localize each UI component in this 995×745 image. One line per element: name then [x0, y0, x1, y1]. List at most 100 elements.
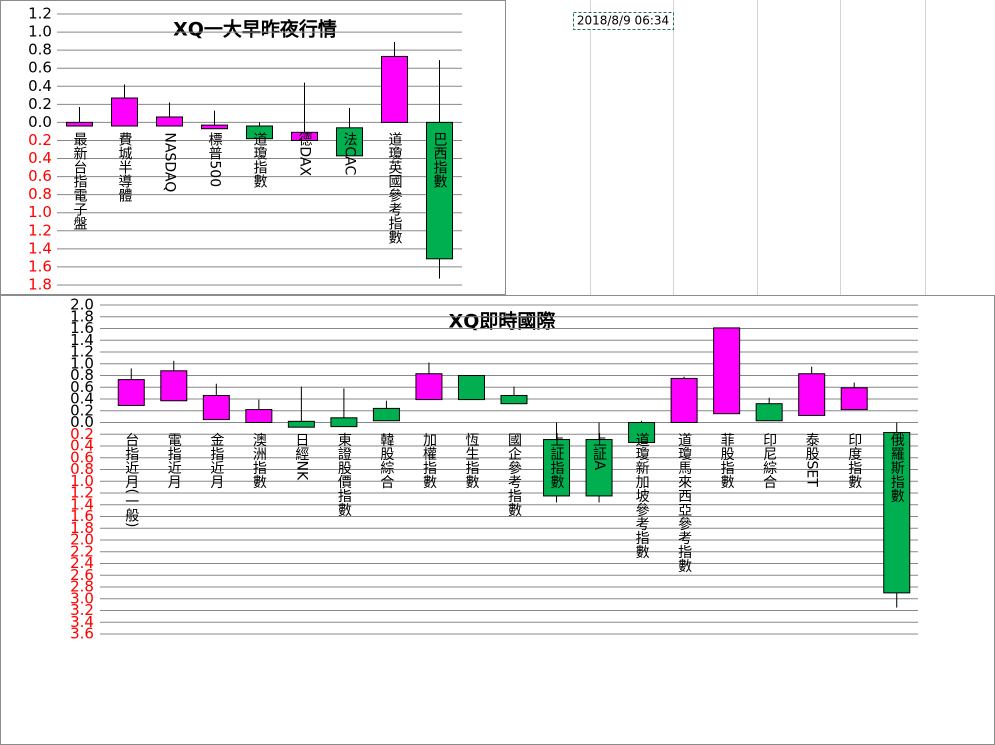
candle-body [246, 125, 273, 140]
y-tick-label: 3.2 [70, 601, 94, 619]
y-tick-label: 3.6 [70, 625, 94, 643]
candle-body [160, 370, 188, 402]
candle-body [713, 327, 741, 415]
y-tick-label: 0.8 [70, 460, 94, 478]
y-tick-label: 0.6 [28, 59, 52, 77]
candle-body [755, 403, 783, 422]
y-tick-label: 3.4 [70, 613, 94, 631]
y-tick-label: 0.2 [28, 95, 52, 113]
y-tick-label: 1.4 [70, 331, 94, 349]
category-label: 道瓊新加坡參考指數 [634, 433, 650, 559]
category-label: 上証指數 [549, 433, 565, 489]
category-label: 德DAX [297, 132, 313, 176]
category-label: 俄羅斯指數 [889, 433, 905, 503]
y-tick-label: 1.2 [70, 343, 94, 361]
category-label: 菲股指數 [719, 433, 735, 489]
y-tick-label: 0.2 [70, 401, 94, 419]
y-tick-label: 1.2 [70, 484, 94, 502]
candle-body [426, 121, 453, 260]
y-tick-label: 1.0 [70, 354, 94, 372]
candle-body [840, 387, 868, 411]
candle-body [287, 420, 315, 428]
y-tick-label: 0.2 [70, 425, 94, 443]
y-tick-label: 1.8 [70, 307, 94, 325]
y-tick-label: 0.8 [28, 185, 52, 203]
y-tick-label: 0.6 [70, 378, 94, 396]
category-label: 印尼綜合 [761, 433, 777, 489]
candle-body [883, 431, 911, 594]
candle-body [291, 131, 318, 141]
candle-body [500, 394, 528, 405]
y-tick-label: 1.2 [28, 221, 52, 239]
candle-body [372, 407, 400, 422]
category-label: 日經NK [293, 433, 309, 481]
candle-body [245, 409, 273, 424]
candle-body [457, 375, 485, 401]
y-tick-label: 0.4 [70, 390, 94, 408]
category-label: 道瓊英國參考指數 [387, 132, 403, 244]
y-tick-label: 0.0 [70, 413, 94, 431]
candle-body [66, 121, 93, 127]
y-tick-label: 1.8 [70, 519, 94, 537]
candle-body [585, 439, 613, 497]
y-tick-label: 3.0 [70, 589, 94, 607]
y-tick-label: 0.6 [28, 167, 52, 185]
category-label: 標普500 [207, 132, 223, 187]
y-tick-label: 0.6 [70, 448, 94, 466]
y-tick-label: 1.0 [28, 203, 52, 221]
y-tick-label: 1.0 [28, 23, 52, 41]
category-label: 上証A [591, 433, 607, 471]
category-label: 加權指數 [421, 433, 437, 489]
y-tick-label: 0.8 [70, 366, 94, 384]
y-tick-label: 0.2 [28, 131, 52, 149]
category-label: 泰股SET [804, 433, 820, 488]
category-label: 東證股價指數 [336, 433, 352, 517]
candle-body [201, 124, 228, 130]
y-tick-label: 0.0 [28, 113, 52, 131]
category-label: 法CAC [342, 132, 358, 175]
candle-body [111, 97, 138, 127]
category-label: 韓股綜合 [378, 433, 394, 489]
y-tick-label: 2.6 [70, 566, 94, 584]
y-tick-label: 1.6 [70, 507, 94, 525]
cell-text: 2018/8/9 06:34 [577, 14, 669, 28]
candle-body [798, 373, 826, 416]
y-tick-label: 1.4 [28, 239, 52, 257]
category-label: 恆生指數 [463, 433, 479, 489]
y-tick-label: 2.2 [70, 542, 94, 560]
category-label: 國企參考指數 [506, 433, 522, 517]
y-tick-label: 1.6 [70, 319, 94, 337]
y-tick-label: 2.0 [70, 531, 94, 549]
y-tick-label: 0.4 [70, 437, 94, 455]
category-label: 巴西指數 [432, 132, 448, 188]
candle-body [330, 417, 358, 428]
category-label: NASDAQ [162, 132, 178, 192]
category-label: 金指近月 [208, 433, 224, 490]
y-tick-label: 0.8 [28, 41, 52, 59]
category-label: 費城半導體 [117, 132, 133, 202]
y-tick-label: 2.0 [70, 296, 94, 314]
chart-title: XQ一大早昨夜行情 [173, 18, 337, 41]
selected-cell[interactable] [573, 12, 674, 30]
candle-body [117, 379, 145, 406]
candle-body [628, 422, 656, 443]
category-label: 澳洲指數 [251, 433, 267, 489]
category-label: 電指近月 [166, 433, 182, 490]
candle-body [415, 373, 443, 401]
y-tick-label: 2.8 [70, 578, 94, 596]
y-tick-label: 1.2 [28, 5, 52, 23]
candle-body [381, 55, 408, 123]
candle-body [336, 127, 363, 157]
category-label: 道瓊馬來西亞參考指數 [676, 433, 692, 573]
y-tick-label: 1.0 [70, 472, 94, 490]
y-tick-label: 2.4 [70, 554, 94, 572]
candle-body [156, 116, 183, 127]
sheet-grid [590, 0, 926, 295]
category-label: 道瓊指數 [252, 132, 268, 188]
candle-body [202, 394, 230, 421]
category-label: 台指近月(一般) [123, 433, 139, 528]
y-tick-label: 1.4 [70, 495, 94, 513]
chart-title: XQ即時國際 [449, 310, 557, 333]
candle-body [543, 439, 571, 497]
